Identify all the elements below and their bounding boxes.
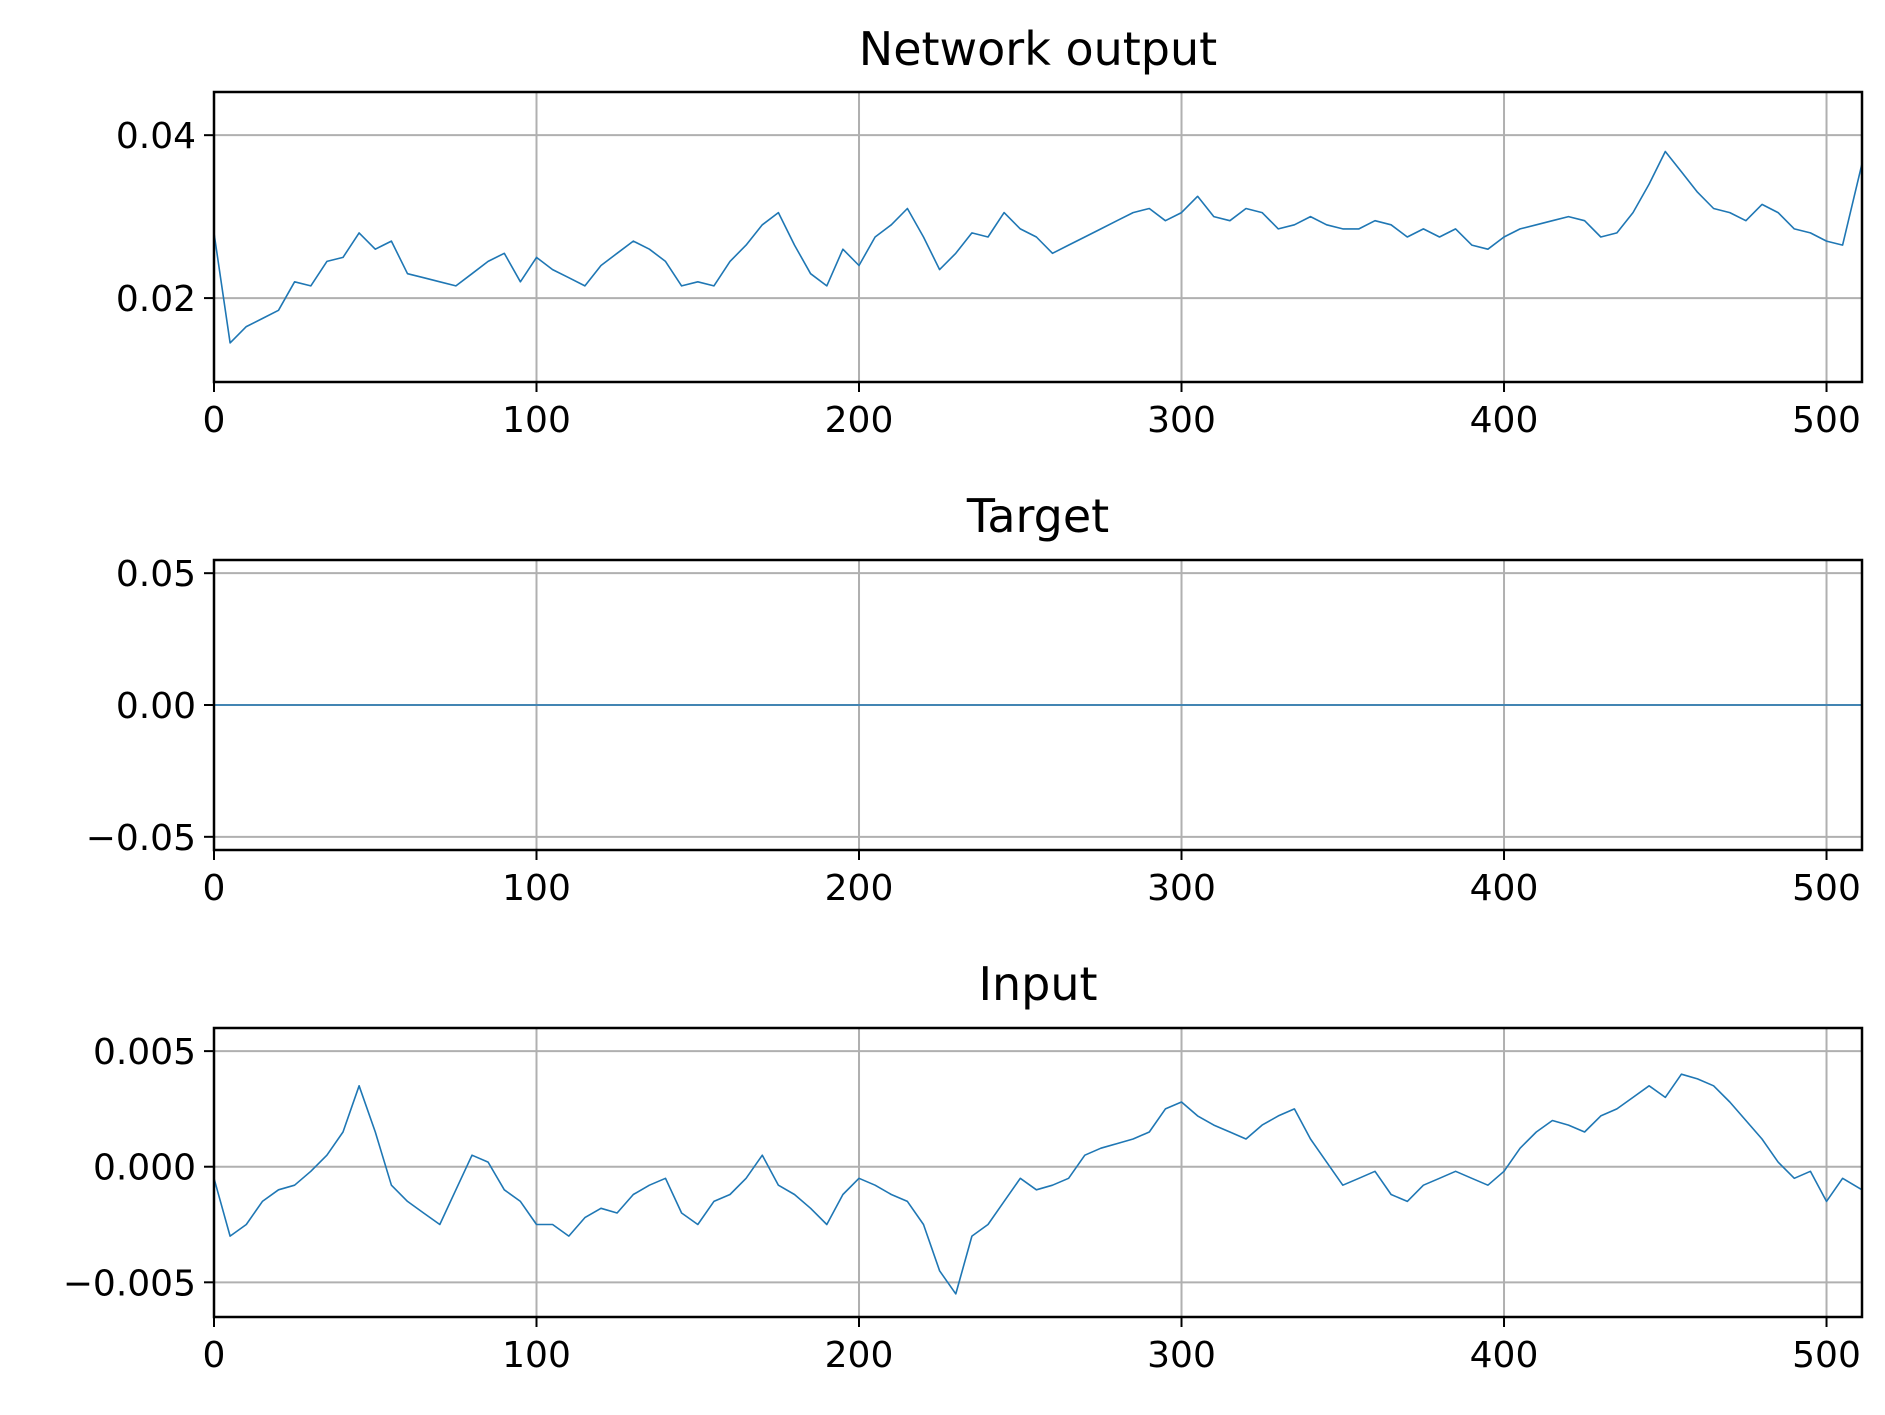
target-x-tick-label: 400: [1470, 868, 1539, 909]
network-output-x-tick-label: 300: [1147, 400, 1216, 441]
input-x-tick-label: 200: [825, 1335, 894, 1376]
target-y-tick-label: 0.05: [116, 554, 196, 595]
network-output-x-tick-label: 200: [825, 400, 894, 441]
input-series-line: [213, 1073, 1863, 1295]
input-x-tick-label: 500: [1792, 1335, 1861, 1376]
input-panel: 0 100 200 300 400 500 −0.005 0.000 0.005 Input: [63, 957, 1864, 1376]
target-x-tick-label: 500: [1792, 868, 1861, 909]
target-x-tick-label: 100: [502, 868, 571, 909]
input-title: Input: [978, 957, 1097, 1011]
target-title: Target: [966, 489, 1109, 543]
network-output-panel: 0 100 200 300 400 500 0.02 0.04 Network output: [116, 22, 1864, 441]
target-panel: 0 100 200 300 400 500 −0.05 0.00 0.05 Target: [86, 489, 1864, 909]
target-x-tick-label: 0: [203, 868, 226, 909]
target-y-tick-label: 0.00: [116, 686, 196, 727]
input-y-tick-label: 0.000: [93, 1148, 196, 1189]
network-output-plot-frame: [212, 90, 1864, 384]
network-output-series-line: [213, 150, 1863, 344]
target-x-tick-label: 200: [825, 868, 894, 909]
input-plot-frame: [212, 1026, 1864, 1319]
network-output-x-tick-label: 500: [1792, 400, 1861, 441]
target-x-tick-label: 300: [1147, 868, 1216, 909]
network-output-x-tick-label: 100: [502, 400, 571, 441]
network-output-y-tick-label: 0.02: [116, 279, 196, 320]
network-output-title: Network output: [859, 22, 1217, 76]
input-y-tick-label: −0.005: [63, 1263, 196, 1304]
target-y-tick-label: −0.05: [86, 818, 196, 859]
input-x-tick-label: 400: [1470, 1335, 1539, 1376]
network-output-y-tick-label: 0.04: [116, 116, 196, 157]
input-x-tick-label: 0: [203, 1335, 226, 1376]
network-output-x-tick-label: 400: [1470, 400, 1539, 441]
input-y-tick-label: 0.005: [93, 1032, 196, 1073]
input-x-tick-label: 100: [502, 1335, 571, 1376]
input-x-tick-label: 300: [1147, 1335, 1216, 1376]
network-output-x-tick-label: 0: [203, 400, 226, 441]
